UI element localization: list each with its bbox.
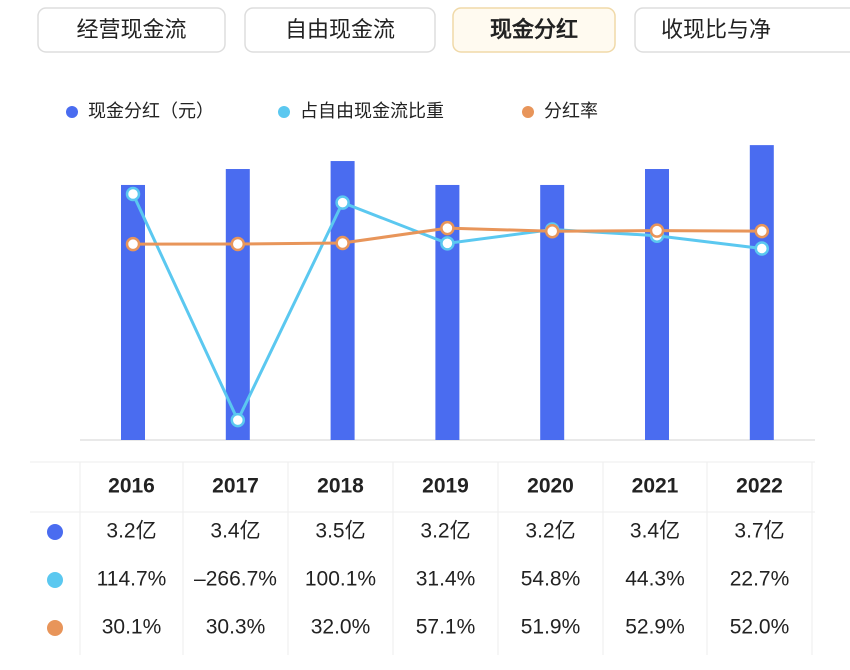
table-cell: 3.2亿 xyxy=(525,520,575,543)
table-cell: 44.3% xyxy=(625,568,685,591)
tab[interactable] xyxy=(634,7,850,53)
legend-marker xyxy=(278,106,290,118)
table-cell: 32.0% xyxy=(311,616,371,639)
table-header: 2021 xyxy=(632,475,679,498)
line-point xyxy=(125,186,141,202)
table-cell: 54.8% xyxy=(521,568,581,591)
table-cell: 22.7% xyxy=(730,568,790,591)
tab[interactable] xyxy=(244,7,436,53)
line-point xyxy=(230,412,246,428)
line-point xyxy=(649,223,665,238)
table-cell: 57.1% xyxy=(416,616,476,639)
legend-marker xyxy=(522,106,534,118)
tab-label[interactable]: 收现比与净 xyxy=(661,17,771,42)
line-point xyxy=(335,235,350,251)
line-point xyxy=(440,220,455,236)
line-point xyxy=(335,195,350,210)
table-cell: 52.0% xyxy=(730,616,790,639)
table-cell: 52.9% xyxy=(625,616,685,639)
tab-label[interactable]: 自由现金流 xyxy=(285,17,395,42)
line-point xyxy=(230,236,246,252)
bar xyxy=(225,169,250,440)
line-point xyxy=(125,236,141,252)
table-cell: 30.1% xyxy=(102,616,162,639)
table-cell: 31.4% xyxy=(416,568,476,591)
legend-label: 占自由现金流比重 xyxy=(300,101,444,121)
bar xyxy=(645,169,669,440)
table-cell: 51.9% xyxy=(521,616,581,639)
table-cell: –266.7% xyxy=(194,568,277,591)
legend-marker xyxy=(66,106,78,118)
line-point xyxy=(754,223,770,239)
table-cell: 3.4亿 xyxy=(210,520,260,543)
table-header: 2018 xyxy=(317,475,364,498)
table-cell: 3.2亿 xyxy=(106,520,156,543)
bar xyxy=(749,145,774,441)
table-header: 2020 xyxy=(527,475,574,498)
bar xyxy=(121,184,145,440)
line-point xyxy=(754,241,770,256)
table-cell: 3.5亿 xyxy=(315,520,365,543)
row-marker xyxy=(47,524,63,540)
tab-label[interactable]: 经营现金流 xyxy=(76,17,186,42)
tab[interactable] xyxy=(452,7,616,53)
row-marker xyxy=(47,572,63,588)
table-header: 2017 xyxy=(212,475,259,498)
table-cell: 3.2亿 xyxy=(420,520,470,543)
table-header: 2022 xyxy=(736,475,783,498)
table-cell: 30.3% xyxy=(206,616,266,639)
table-cell: 3.7亿 xyxy=(734,520,784,543)
line-point xyxy=(440,236,455,251)
table-header: 2019 xyxy=(422,475,469,498)
table-cell: 3.4亿 xyxy=(630,520,680,543)
legend-label: 现金分红（元） xyxy=(88,101,214,121)
tab[interactable] xyxy=(37,7,226,53)
legend-label: 分红率 xyxy=(544,101,598,121)
table-cell: 114.7% xyxy=(97,568,167,591)
line-point xyxy=(544,223,560,239)
row-marker xyxy=(47,620,63,636)
table-cell: 100.1% xyxy=(305,568,376,591)
table-header: 2016 xyxy=(108,475,155,498)
tab-label[interactable]: 现金分红 xyxy=(490,17,578,42)
